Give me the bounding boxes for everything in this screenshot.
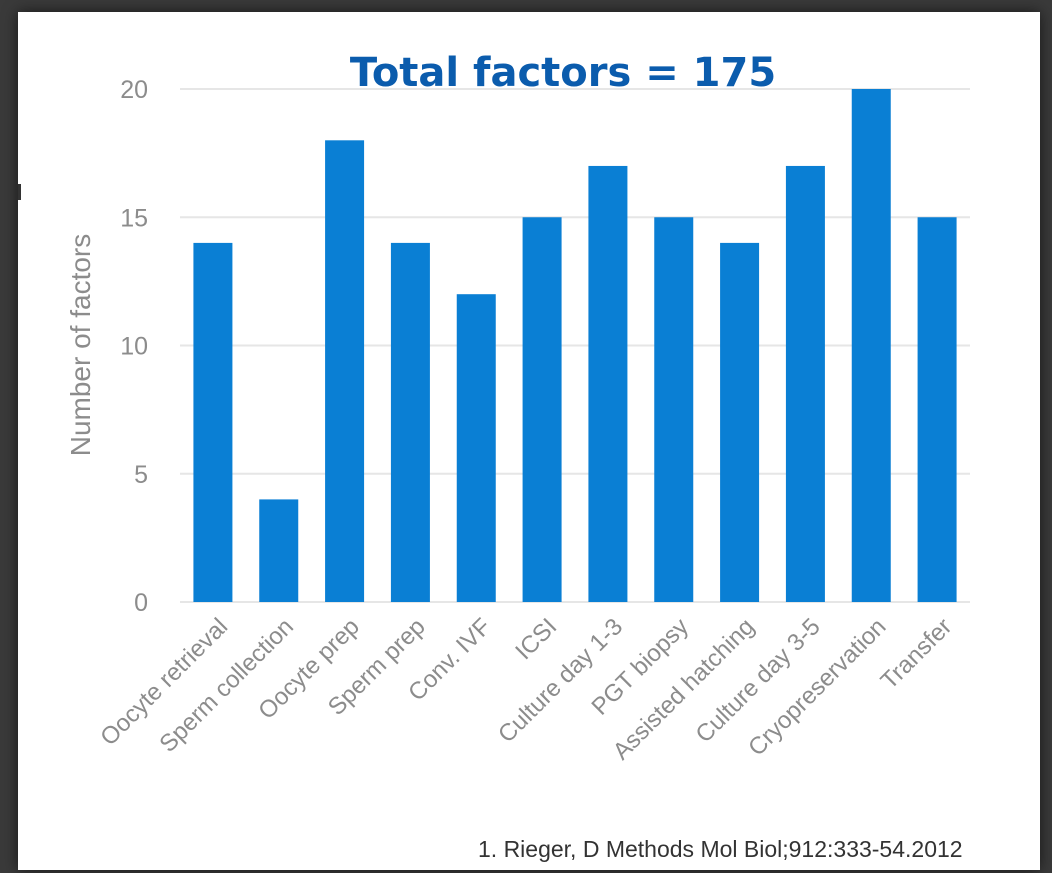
bars [193,89,957,603]
bar [522,217,562,602]
bar [259,499,299,602]
slide-edge-mark [18,184,21,200]
bar [720,242,760,602]
y-tick-label: 5 [134,461,148,489]
y-tick-label: 15 [120,204,148,232]
bar [785,165,825,602]
bar [917,217,957,602]
gridlines [180,88,970,603]
bar [456,294,496,602]
citation: 1. Rieger, D Methods Mol Biol;912:333-54… [478,836,963,862]
y-tick-label: 20 [120,76,148,104]
x-tick-label: Transfer [876,613,958,695]
y-axis-ticks: 0 5 10 15 20 [120,76,148,617]
bar [654,217,694,602]
bar [390,242,430,602]
y-tick-label: 0 [134,589,148,617]
y-axis-title: Number of factors [65,234,96,457]
bar [193,242,233,602]
bar [325,140,365,603]
y-tick-label: 10 [120,333,148,361]
bar [588,165,628,602]
x-tick-label: ICSI [510,613,562,665]
bar [851,89,891,602]
